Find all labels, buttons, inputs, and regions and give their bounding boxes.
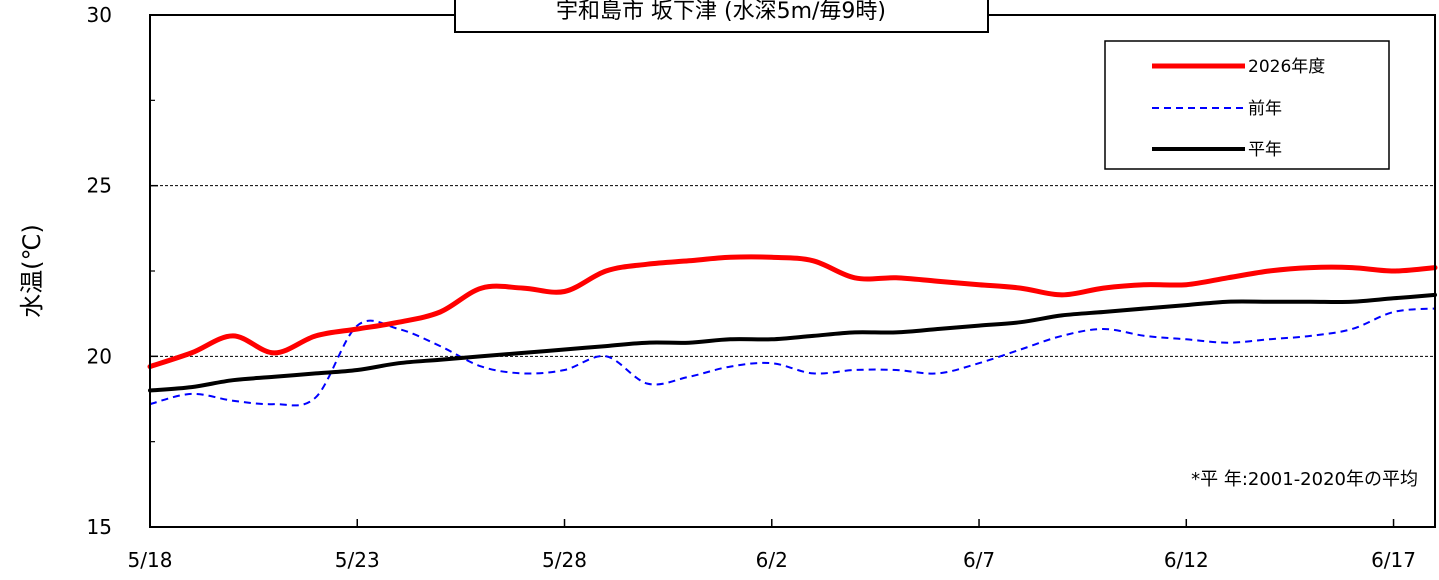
series-line-2026 xyxy=(147,254,1438,370)
legend-label-2026: 2026年度 xyxy=(1248,57,1325,77)
legend-label-normal: 平年 xyxy=(1248,140,1282,160)
x-tick-label: 6/12 xyxy=(1164,548,1209,572)
x-tick-label: 6/7 xyxy=(963,548,995,572)
x-tick-label: 6/2 xyxy=(756,548,788,572)
y-tick-label: 15 xyxy=(87,515,112,539)
y-tick-label: 20 xyxy=(87,344,112,368)
x-tick-label: 6/17 xyxy=(1371,548,1416,572)
legend-label-prev-year: 前年 xyxy=(1248,99,1282,119)
series-line-normal xyxy=(148,292,1437,393)
series-layer xyxy=(147,254,1438,407)
x-tick-label: 5/18 xyxy=(128,548,173,572)
y-tick-label: 30 xyxy=(87,3,112,27)
legend: 2026年度 前年 平年 xyxy=(1104,40,1390,170)
normal-period-note: *平 年:2001-2020年の平均 xyxy=(1191,469,1418,490)
x-tick-label: 5/28 xyxy=(542,548,587,572)
chart-title: 宇和島市 坂下津 (水深5m/毎9時) xyxy=(556,0,886,24)
legend-frame xyxy=(1104,40,1390,170)
series-line-prev-year xyxy=(149,307,1436,407)
chart-title-box: 宇和島市 坂下津 (水深5m/毎9時) xyxy=(454,0,989,33)
y-tick-label: 25 xyxy=(87,174,112,198)
chart-title-frame xyxy=(454,0,989,33)
x-tick-label: 5/23 xyxy=(335,548,380,572)
axis-layer: 15 20 25 30 5/18 5/23 5/28 6/2 6/7 6/12 6/17 xyxy=(87,3,1416,572)
y-axis-label: 水温(℃) xyxy=(18,224,46,318)
grid-layer xyxy=(150,185,1435,357)
